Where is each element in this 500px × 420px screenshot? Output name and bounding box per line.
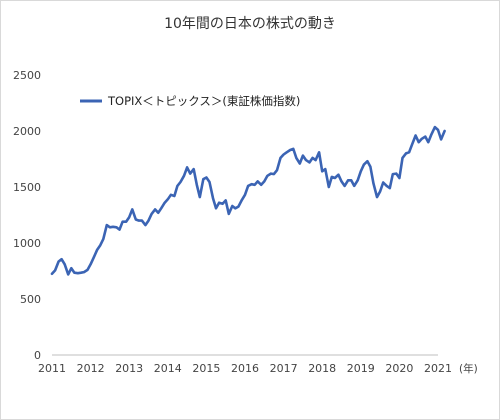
legend-label: TOPIX＜トピックス＞(東証株価指数) [107,94,300,108]
x-tick-label: 2014 [154,362,182,375]
y-axis-labels: 0 500 1000 1500 2000 2500 [13,69,41,362]
series-group [50,125,446,276]
x-tick-label: 2011 [38,362,66,375]
x-tick-label: 2016 [231,362,259,375]
x-tick-label: 2018 [308,362,336,375]
x-tick-label: 2013 [115,362,143,375]
x-tick-label: 2020 [385,362,413,375]
y-tick-label: 2000 [13,125,41,138]
x-tick-label: 2019 [347,362,375,375]
y-tick-label: 0 [34,349,41,362]
x-tick-label: 2012 [77,362,105,375]
y-tick-label: 2500 [13,69,41,82]
x-tick-label: 2015 [192,362,220,375]
x-axis-labels: 2011 2012 2013 2014 2015 2016 2017 2018 2019 2020… [38,362,452,375]
y-tick-label: 500 [20,293,41,306]
legend: TOPIX＜トピックス＞(東証株価指数) [80,94,300,108]
x-tick-label: 2021 [424,362,452,375]
chart-title: 10年間の日本の株式の動き [164,16,336,32]
series-line [50,125,446,276]
x-axis-unit: (年) [459,362,478,375]
x-tick-label: 2017 [270,362,298,375]
y-tick-label: 1500 [13,181,41,194]
y-tick-label: 1000 [13,237,41,250]
